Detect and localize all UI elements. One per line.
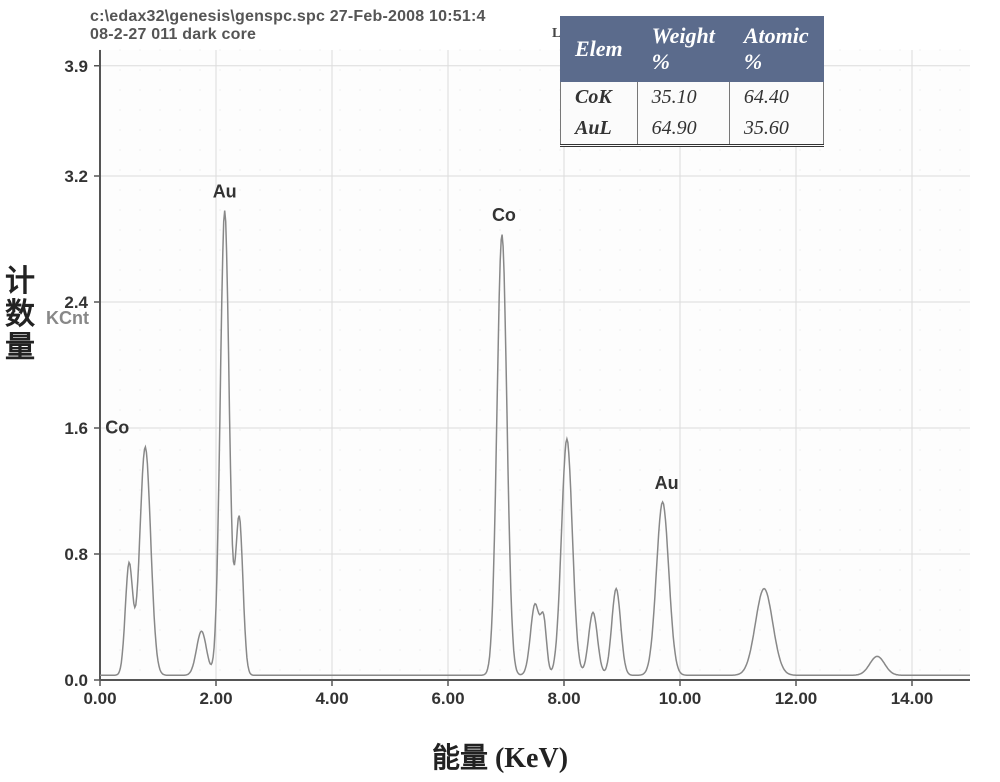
- col-header-elem: Elem: [561, 17, 638, 82]
- x-tick-label: 4.00: [315, 689, 348, 708]
- peak-label: Au: [655, 473, 679, 493]
- y-tick-label: 3.9: [64, 57, 88, 76]
- composition-table: Elem Weight % Atomic % CoK35.1064.40AuL6…: [560, 16, 824, 147]
- table-cell: AuL: [561, 113, 638, 146]
- peak-label: Au: [213, 181, 237, 201]
- spectrum-chart: 0.0 0.8 1.6 2.4 3.2 3.9 0.00 2.00 4.00 6.00 8.00 10…: [0, 0, 1000, 782]
- x-tick-label: 6.00: [431, 689, 464, 708]
- y-tick-label: 1.6: [64, 419, 88, 438]
- x-tick-label: 0.00: [83, 689, 116, 708]
- y-tick-label: 2.4: [64, 293, 88, 312]
- x-tick-label: 10.00: [659, 689, 702, 708]
- x-tick-label: 2.00: [199, 689, 232, 708]
- table-cell: 64.40: [729, 82, 823, 114]
- table-row: AuL64.9035.60: [561, 113, 824, 146]
- table-cell: 35.10: [637, 82, 729, 114]
- x-tick-label: 12.00: [775, 689, 818, 708]
- table-cell: 64.90: [637, 113, 729, 146]
- peak-label: Co: [105, 418, 129, 438]
- peak-label: Co: [492, 205, 516, 225]
- y-tick-label: 0.0: [64, 671, 88, 690]
- table-cell: CoK: [561, 82, 638, 114]
- table-row: CoK35.1064.40: [561, 82, 824, 114]
- y-tick-label: 3.2: [64, 167, 88, 186]
- col-header-weight: Weight %: [637, 17, 729, 82]
- col-header-atomic: Atomic %: [729, 17, 823, 82]
- x-tick-label: 14.00: [891, 689, 934, 708]
- x-tick-label: 8.00: [547, 689, 580, 708]
- table-header-row: Elem Weight % Atomic %: [561, 17, 824, 82]
- y-tick-label: 0.8: [64, 545, 88, 564]
- table-cell: 35.60: [729, 113, 823, 146]
